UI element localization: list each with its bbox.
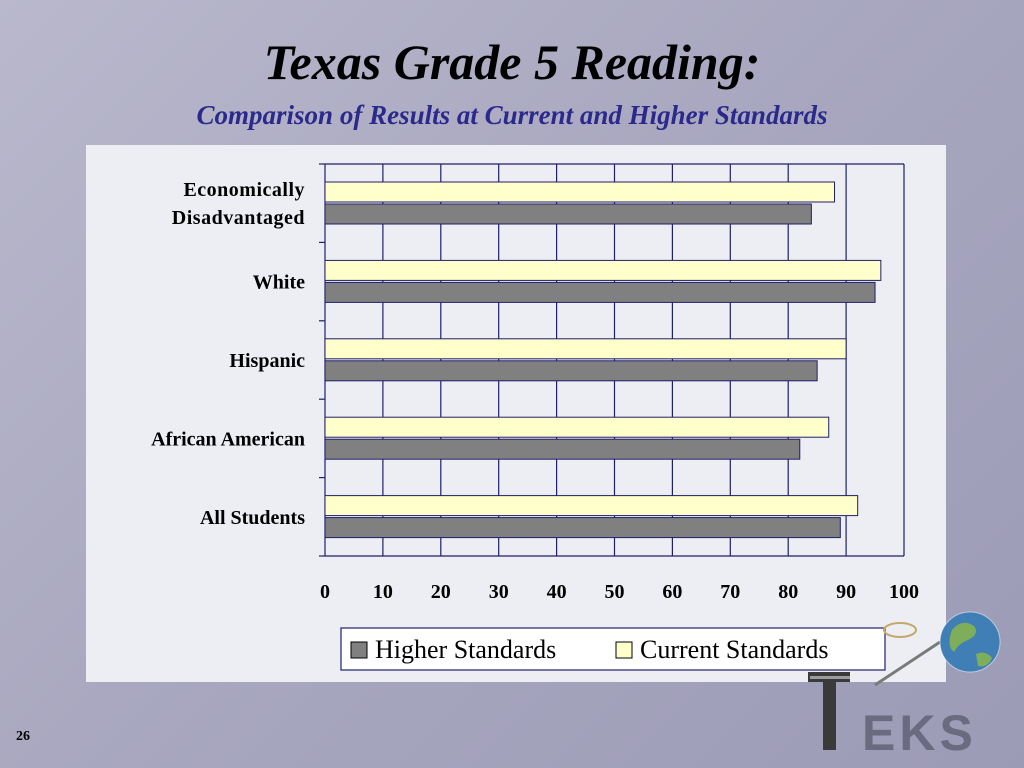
category-label: Hispanic: [229, 350, 305, 372]
x-tick-label: 20: [431, 581, 451, 603]
bar-higher-standards: [324, 203, 812, 225]
x-tick-label: 80: [778, 581, 798, 603]
bar-chart: Economically Disadvantaged White Hispanic Af…: [151, 163, 919, 671]
slide-number: 26: [16, 729, 30, 744]
legend-label: Current Standards: [640, 635, 828, 664]
x-tick-label: 50: [605, 581, 625, 603]
x-tick-label: 0: [320, 581, 330, 603]
legend-box: [340, 627, 886, 671]
chart-panel: Economically Disadvantaged White Hispanic Af…: [86, 145, 946, 682]
x-tick-label: 90: [836, 581, 856, 603]
slide-title: Texas Grade 5 Reading:: [263, 34, 761, 90]
bar-current-standards: [324, 181, 836, 203]
globe-satellite-icon: [874, 611, 1001, 687]
bar-higher-standards: [324, 281, 876, 303]
x-tick-label: 100: [889, 581, 919, 603]
bar-higher-standards: [324, 517, 841, 539]
legend-swatch: [350, 641, 368, 659]
category-label: Economically: [183, 179, 305, 201]
x-tick-label: 40: [547, 581, 567, 603]
teks-logo: EKS: [808, 611, 1001, 761]
bar-higher-standards: [324, 360, 818, 382]
category-label: Disadvantaged: [172, 207, 305, 229]
bar-current-standards: [324, 259, 882, 281]
slide-subtitle: Comparison of Results at Current and Hig…: [196, 100, 828, 130]
bar-higher-standards: [324, 438, 801, 460]
category-label: African American: [151, 428, 305, 450]
bar-current-standards: [324, 416, 830, 438]
x-tick-label: 30: [489, 581, 509, 603]
category-label: White: [253, 272, 305, 294]
category-label: All Students: [200, 507, 305, 529]
bar-current-standards: [324, 338, 847, 360]
x-tick-label: 70: [720, 581, 740, 603]
x-tick-label: 60: [662, 581, 682, 603]
x-tick-label: 10: [373, 581, 393, 603]
legend-swatch: [615, 641, 633, 659]
legend-label: Higher Standards: [375, 635, 556, 664]
teks-logo-text: EKS: [862, 705, 977, 761]
bar-current-standards: [324, 495, 859, 517]
